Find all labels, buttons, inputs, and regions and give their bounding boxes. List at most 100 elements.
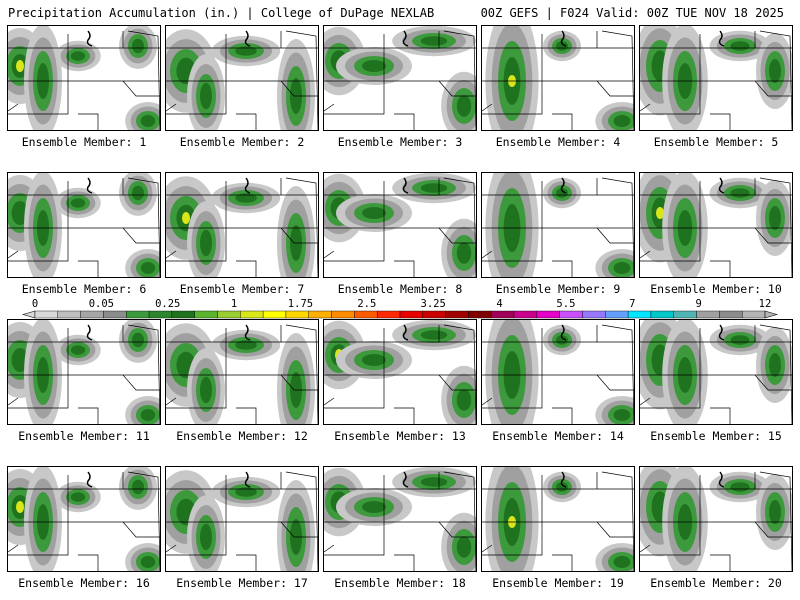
state-border bbox=[122, 521, 160, 538]
colorbar-bin bbox=[491, 310, 515, 319]
colorbar-bin bbox=[80, 310, 104, 319]
state-border bbox=[324, 397, 335, 406]
precip-contour bbox=[420, 183, 448, 193]
ensemble-member-label: Ensemble Member: 14 bbox=[492, 429, 624, 443]
state-border bbox=[601, 30, 634, 130]
precip-contour bbox=[730, 188, 750, 198]
ensemble-member-map bbox=[323, 319, 477, 425]
colorbar-bin bbox=[171, 310, 195, 319]
colorbar-tick-label: 7 bbox=[629, 298, 636, 310]
lake-outline bbox=[560, 471, 567, 488]
lake-outline bbox=[402, 30, 409, 47]
state-border bbox=[285, 324, 318, 424]
state-border bbox=[324, 522, 385, 556]
precip-contour bbox=[140, 409, 156, 421]
ensemble-member-map bbox=[481, 172, 635, 278]
precip-contour bbox=[420, 36, 448, 46]
colorbar-bin bbox=[148, 310, 173, 319]
colorbar-bin bbox=[308, 310, 332, 319]
colorbar-bin bbox=[399, 310, 424, 319]
colorbar bbox=[21, 310, 779, 319]
ensemble-member-map bbox=[323, 25, 477, 131]
state-border bbox=[8, 544, 19, 553]
lake-outline bbox=[718, 30, 725, 47]
colorbar-bin bbox=[696, 310, 720, 319]
state-border bbox=[127, 30, 160, 130]
state-border bbox=[601, 471, 634, 571]
ensemble-member-map bbox=[165, 466, 319, 572]
run-info: 00Z GEFS | F024 Valid: 00Z TUE NOV 18 20… bbox=[480, 6, 784, 20]
precip-contour bbox=[70, 492, 86, 502]
state-border bbox=[438, 80, 476, 97]
ensemble-member-map bbox=[481, 466, 635, 572]
precip-contour bbox=[362, 60, 386, 72]
ensemble-member-map bbox=[7, 172, 161, 278]
lake-outline bbox=[402, 471, 409, 488]
state-border bbox=[552, 554, 573, 571]
precip-contour bbox=[362, 501, 386, 513]
precip-max bbox=[16, 501, 24, 513]
state-border bbox=[236, 407, 257, 424]
colorbar-bin bbox=[34, 310, 59, 319]
state-border bbox=[8, 81, 69, 115]
state-border bbox=[640, 522, 701, 556]
precip-contour bbox=[235, 340, 257, 350]
lake-outline bbox=[86, 471, 93, 488]
state-border bbox=[640, 81, 701, 115]
precip-contour bbox=[769, 59, 781, 83]
state-border bbox=[166, 397, 177, 406]
ensemble-member-map bbox=[639, 25, 793, 131]
state-border bbox=[710, 407, 731, 424]
state-border bbox=[552, 407, 573, 424]
state-border bbox=[127, 471, 160, 571]
ensemble-member-label: Ensemble Member: 17 bbox=[176, 576, 308, 590]
state-border bbox=[78, 260, 99, 277]
colorbar-bin bbox=[262, 310, 287, 319]
ensemble-member-map bbox=[165, 319, 319, 425]
state-border bbox=[482, 228, 543, 262]
precip-contour bbox=[420, 477, 448, 487]
state-border bbox=[640, 397, 651, 406]
state-border bbox=[166, 228, 227, 262]
state-border bbox=[710, 260, 731, 277]
state-border bbox=[759, 471, 792, 571]
lake-outline bbox=[402, 324, 409, 341]
state-border bbox=[394, 113, 415, 130]
state-border bbox=[8, 522, 69, 556]
precip-contour bbox=[456, 242, 472, 264]
state-border bbox=[438, 227, 476, 244]
colorbar-bin bbox=[376, 310, 401, 319]
ensemble-member-map bbox=[7, 466, 161, 572]
state-border bbox=[285, 30, 318, 130]
colorbar-bin bbox=[719, 310, 743, 319]
lake-outline bbox=[402, 177, 409, 194]
state-border bbox=[324, 228, 385, 262]
state-border bbox=[122, 374, 160, 391]
colorbar-bin bbox=[650, 310, 674, 319]
ensemble-member-label: Ensemble Member: 8 bbox=[337, 282, 463, 296]
precip-contour bbox=[456, 536, 472, 558]
state-border bbox=[285, 177, 318, 277]
colorbar-bin bbox=[422, 310, 446, 319]
ensemble-member-map bbox=[639, 172, 793, 278]
precip-contour bbox=[200, 229, 212, 257]
state-border bbox=[601, 177, 634, 277]
colorbar-tick-label: 2.5 bbox=[357, 298, 377, 310]
state-border bbox=[443, 177, 476, 277]
state-border bbox=[759, 30, 792, 130]
precip-contour bbox=[235, 193, 257, 203]
colorbar-bin bbox=[57, 310, 81, 319]
state-border bbox=[640, 250, 651, 259]
state-border bbox=[759, 324, 792, 424]
state-border bbox=[443, 471, 476, 571]
state-border bbox=[596, 227, 634, 244]
state-border bbox=[280, 521, 318, 538]
precip-contour bbox=[730, 335, 750, 345]
colorbar-tick-label: 5.5 bbox=[556, 298, 576, 310]
state-border bbox=[8, 250, 19, 259]
state-border bbox=[438, 374, 476, 391]
precip-contour bbox=[769, 500, 781, 524]
precip-contour bbox=[235, 487, 257, 497]
state-border bbox=[754, 80, 792, 97]
ensemble-member-label: Ensemble Member: 12 bbox=[176, 429, 308, 443]
